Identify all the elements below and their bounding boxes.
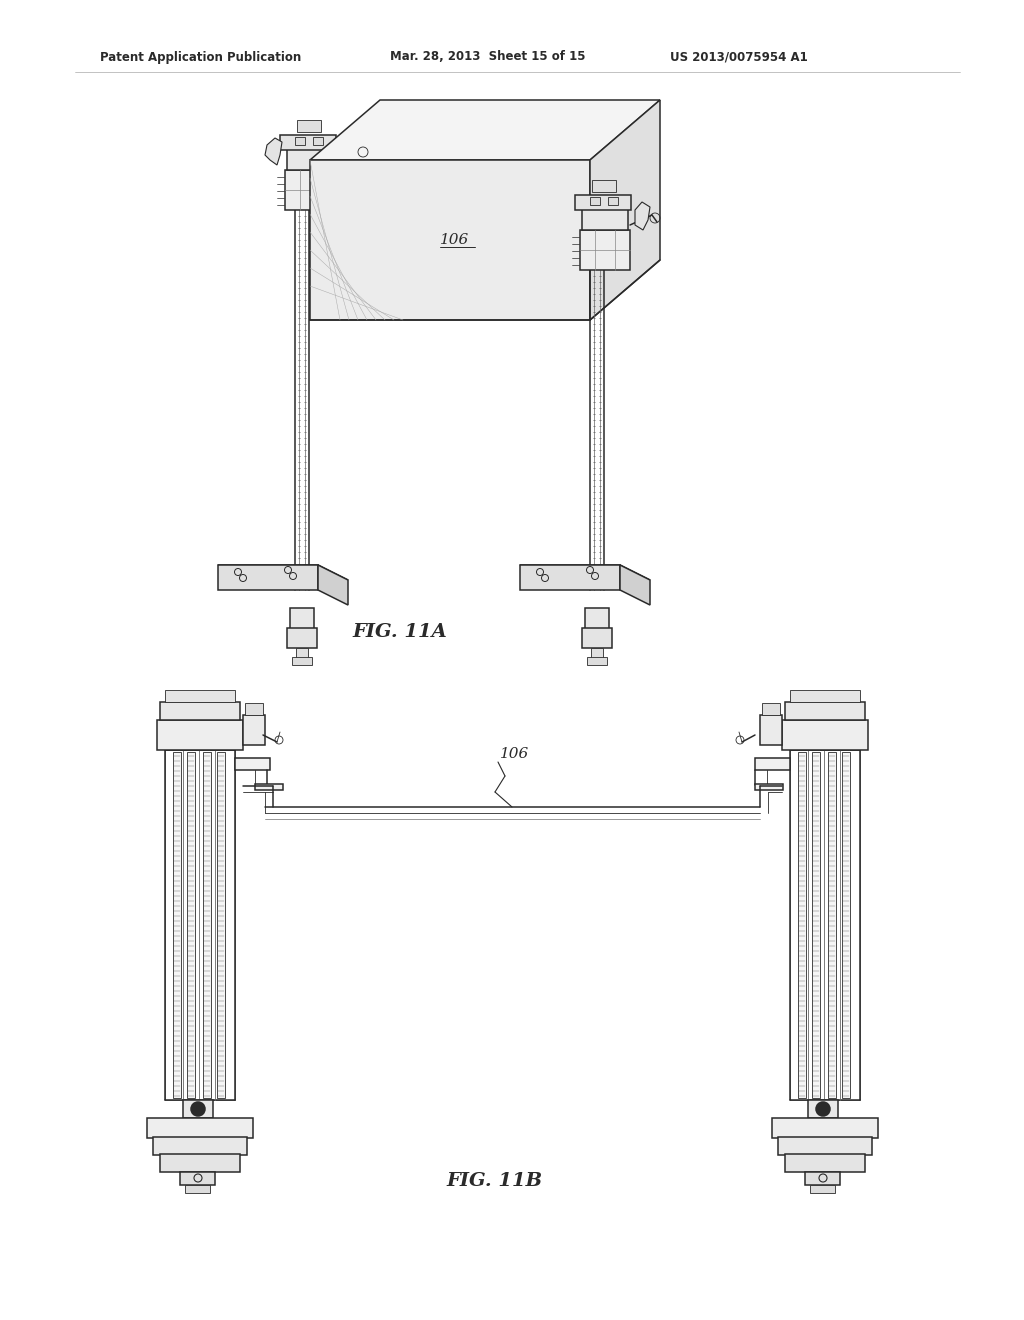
Text: Patent Application Publication: Patent Application Publication xyxy=(100,50,301,63)
Bar xyxy=(165,690,234,702)
Bar xyxy=(762,704,780,715)
Bar xyxy=(772,1118,878,1138)
Bar xyxy=(180,1172,215,1185)
Bar xyxy=(798,752,806,1098)
Bar xyxy=(255,784,283,789)
Bar xyxy=(587,657,607,665)
Bar xyxy=(157,719,243,750)
Bar xyxy=(582,205,628,230)
Polygon shape xyxy=(218,565,348,579)
Bar xyxy=(290,609,314,630)
Text: FIG. 11B: FIG. 11B xyxy=(446,1172,543,1191)
Bar xyxy=(592,180,616,191)
Polygon shape xyxy=(310,160,590,319)
Bar xyxy=(755,784,783,789)
Bar xyxy=(245,704,263,715)
Text: 106: 106 xyxy=(440,234,470,247)
Text: US 2013/0075954 A1: US 2013/0075954 A1 xyxy=(670,50,808,63)
Bar xyxy=(280,135,336,150)
Bar xyxy=(585,609,609,630)
Bar xyxy=(297,120,321,132)
Text: Mar. 28, 2013  Sheet 15 of 15: Mar. 28, 2013 Sheet 15 of 15 xyxy=(390,50,586,63)
Bar xyxy=(287,628,317,648)
Bar xyxy=(805,1172,840,1185)
Polygon shape xyxy=(318,565,348,605)
Bar xyxy=(812,752,820,1098)
Circle shape xyxy=(816,1102,830,1115)
Bar xyxy=(582,628,612,648)
Bar xyxy=(828,752,836,1098)
Bar xyxy=(287,145,333,170)
Bar xyxy=(575,195,631,210)
Bar xyxy=(842,752,850,1098)
Bar xyxy=(295,137,305,145)
Bar xyxy=(203,752,211,1098)
Bar xyxy=(785,1154,865,1172)
Bar xyxy=(810,1185,835,1193)
Bar xyxy=(160,702,240,719)
Circle shape xyxy=(191,1102,205,1115)
Polygon shape xyxy=(620,565,650,605)
Bar xyxy=(183,1100,213,1118)
Bar xyxy=(785,702,865,719)
Polygon shape xyxy=(265,139,282,165)
Polygon shape xyxy=(520,565,650,579)
Polygon shape xyxy=(635,202,650,230)
Bar xyxy=(590,197,600,205)
Text: 106: 106 xyxy=(500,747,529,762)
Polygon shape xyxy=(590,100,660,319)
Bar xyxy=(608,197,618,205)
Bar xyxy=(165,750,234,1100)
Bar xyxy=(185,1185,210,1193)
Bar xyxy=(760,715,782,744)
Bar xyxy=(285,170,335,210)
Bar xyxy=(580,230,630,271)
Bar xyxy=(243,715,265,744)
Bar xyxy=(755,758,790,770)
Bar xyxy=(778,1137,872,1155)
Bar xyxy=(173,752,181,1098)
Polygon shape xyxy=(218,565,318,590)
Bar xyxy=(591,648,603,657)
Bar xyxy=(234,758,270,770)
Bar xyxy=(187,752,195,1098)
Bar xyxy=(790,690,860,702)
Text: FIG. 11A: FIG. 11A xyxy=(352,623,447,642)
Bar xyxy=(782,719,868,750)
Bar xyxy=(217,752,225,1098)
Bar xyxy=(296,648,308,657)
Bar xyxy=(313,137,323,145)
Bar xyxy=(147,1118,253,1138)
Polygon shape xyxy=(520,565,620,590)
Bar xyxy=(160,1154,240,1172)
Bar xyxy=(292,657,312,665)
Bar xyxy=(153,1137,247,1155)
Bar xyxy=(808,1100,838,1118)
Polygon shape xyxy=(310,100,660,160)
Bar xyxy=(790,750,860,1100)
